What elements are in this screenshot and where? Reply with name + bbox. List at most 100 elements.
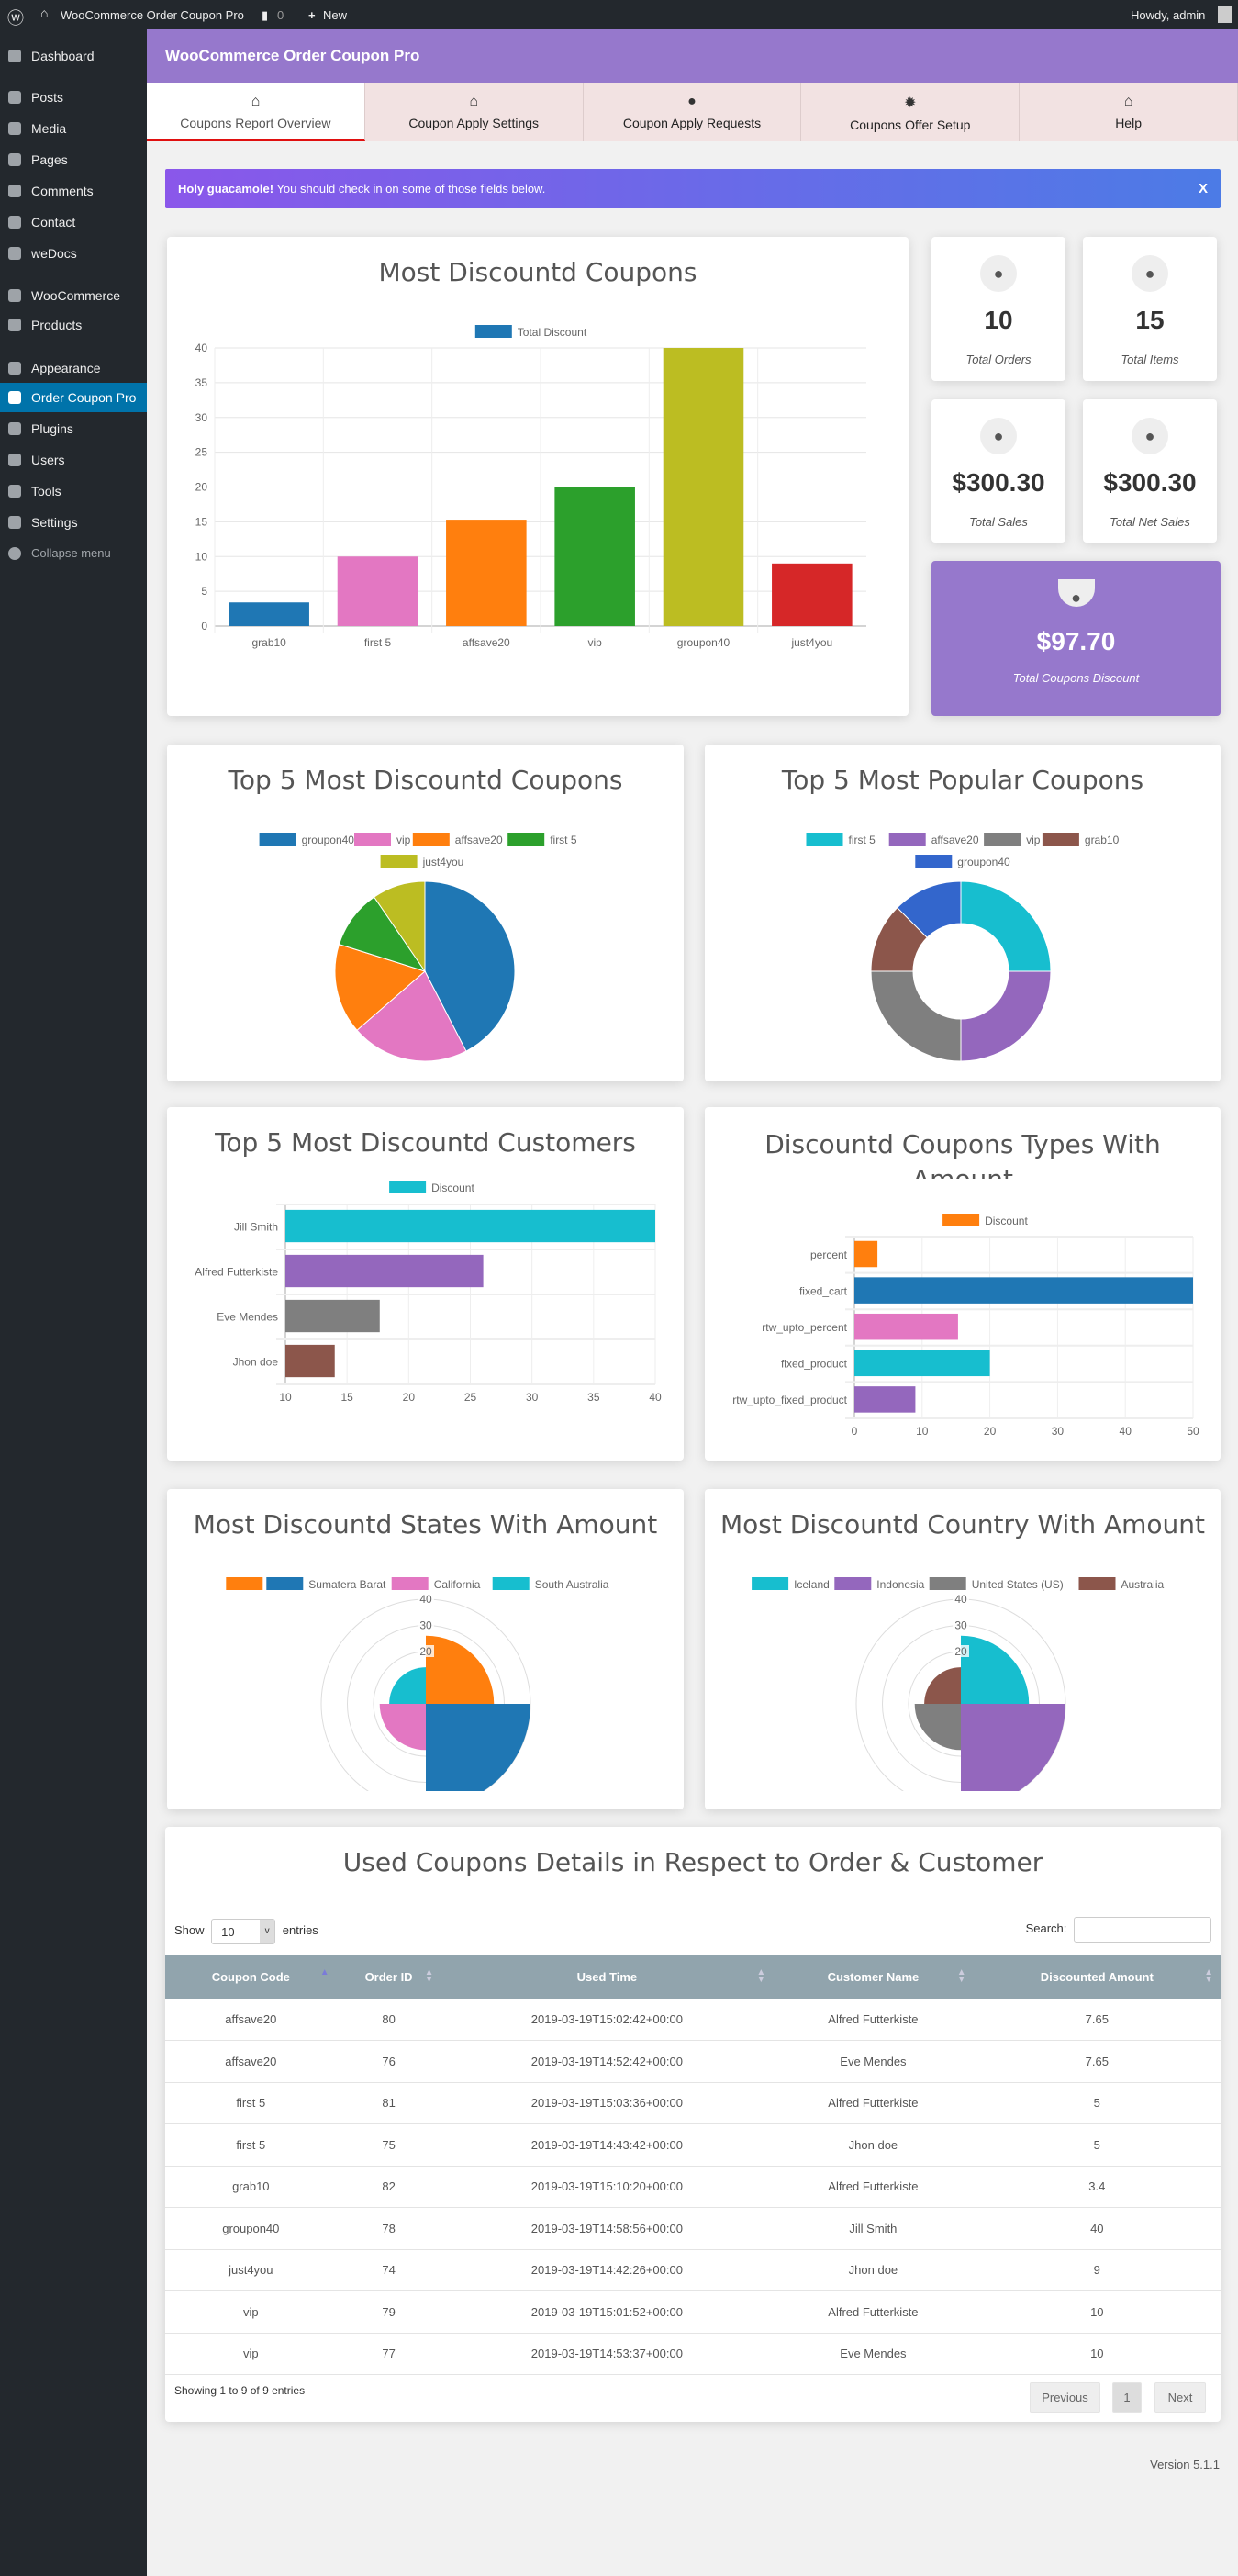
search-input[interactable]: [1074, 1917, 1211, 1943]
y-tick-label: Jhon doe: [233, 1356, 279, 1369]
y-tick-label: fixed_product: [781, 1358, 848, 1371]
sidebar-item-label: Plugins: [31, 421, 73, 436]
wordpress-logo-icon[interactable]: ⓦ: [7, 9, 24, 28]
settings-icon: [8, 516, 21, 529]
sort-icon: ▲ ▼: [956, 1967, 966, 1985]
table-cell: Eve Mendes: [773, 2333, 974, 2375]
x-tick-label: grab10: [251, 636, 286, 649]
sidebar-item-order-coupon-pro[interactable]: Order Coupon Pro: [0, 383, 147, 412]
column-header-order-id[interactable]: Order ID ▲ ▼: [336, 1955, 441, 1999]
entries-select[interactable]: 10 v: [211, 1919, 276, 1944]
table-cell: 2019-03-19T14:58:56+00:00: [441, 2207, 774, 2250]
column-header-customer-name[interactable]: Customer Name ▲ ▼: [773, 1955, 974, 1999]
column-header-used-time[interactable]: Used Time ▲ ▼: [441, 1955, 774, 1999]
column-label: Discounted Amount: [1040, 1970, 1154, 1984]
customers-bar-chart: Discount 10 15 20 25 30 35 40 Jill Smith Alfred F…: [195, 1181, 662, 1404]
table-row: vip 77 2019-03-19T14:53:37+00:00 Eve Mendes…: [165, 2333, 1221, 2375]
tab-label: Coupon Apply Settings: [408, 116, 540, 130]
card-title: Top 5 Most Popular Coupons: [781, 765, 1144, 795]
new-link[interactable]: New: [323, 8, 348, 22]
sidebar-item-pages[interactable]: Pages: [0, 145, 147, 174]
stat-total-net-sales: ● $300.30 Total Net Sales: [1083, 399, 1217, 543]
length-control: Show 10 v entries: [174, 1919, 318, 1944]
sidebar-item-woocommerce[interactable]: WooCommerce: [0, 281, 147, 310]
column-label: Order ID: [364, 1970, 413, 1984]
plus-icon: +: [308, 8, 316, 22]
sidebar-item-contact[interactable]: Contact: [0, 207, 147, 237]
sidebar-item-comments[interactable]: Comments: [0, 176, 147, 206]
legend-swatch: [915, 855, 953, 868]
sort-icon: ▲ ▼: [1204, 1967, 1213, 1985]
legend-swatch: [389, 1181, 427, 1193]
tools-icon: [8, 485, 21, 498]
x-tick-label: vip: [587, 636, 602, 649]
next-button[interactable]: Next: [1154, 2382, 1206, 2413]
sidebar-item-posts[interactable]: Posts: [0, 83, 147, 112]
table-cell: 77: [336, 2333, 441, 2375]
sidebar-item-wedocs[interactable]: weDocs: [0, 239, 147, 268]
tab-coupon-apply-requests[interactable]: ● Coupon Apply Requests: [584, 83, 802, 141]
bar-percent: [854, 1240, 878, 1268]
sidebar-item-settings[interactable]: Settings: [0, 508, 147, 537]
tick-backdrop: [953, 1645, 969, 1657]
tab-coupons-offer-setup[interactable]: ✹ Coupons Offer Setup: [801, 83, 1021, 141]
sidebar-item-plugins[interactable]: Plugins: [0, 414, 147, 443]
sidebar-item-appearance[interactable]: Appearance: [0, 353, 147, 383]
comments-icon[interactable]: ▮: [262, 8, 269, 22]
sidebar-item-dashboard[interactable]: Dashboard: [0, 41, 147, 71]
sidebar-item-tools[interactable]: Tools: [0, 476, 147, 506]
coupons-table: Coupon Code ▲ Order ID ▲ ▼ Used Time ▲ ▼ Custome…: [165, 1955, 1221, 2375]
wedocs-icon: [8, 247, 21, 260]
howdy-link[interactable]: Howdy, admin: [1131, 8, 1206, 22]
legend-label: first 5: [550, 834, 577, 846]
legend-label: just4you: [422, 856, 464, 868]
x-tick-label: 30: [1052, 1425, 1065, 1438]
legend-swatch: [806, 833, 843, 846]
stat-total-coupons-discount: ● $97.70 Total Coupons Discount: [931, 561, 1221, 716]
sidebar-item-media[interactable]: Media: [0, 114, 147, 143]
version-text: Version 5.1.1: [1150, 2458, 1220, 2471]
previous-button[interactable]: Previous: [1030, 2382, 1100, 2413]
stat-total-items: ● 15 Total Items: [1083, 237, 1217, 381]
comments-icon: [8, 185, 21, 197]
comments-count[interactable]: 0: [277, 8, 284, 22]
legend-label: first 5: [849, 834, 876, 846]
card-title: Most Discountd States With Amount: [193, 1509, 658, 1540]
tick-backdrop: [418, 1618, 434, 1631]
table-cell: Alfred Futterkiste: [773, 2290, 974, 2334]
table-cell: affsave20: [165, 2040, 337, 2083]
close-icon[interactable]: X: [1198, 181, 1208, 196]
avatar[interactable]: [1218, 6, 1232, 23]
entries-label: entries: [282, 1923, 318, 1938]
x-tick-label: 0: [852, 1425, 858, 1438]
table-cell: 5: [973, 2123, 1221, 2167]
y-tick-label: 5: [201, 585, 207, 598]
page-1-button[interactable]: 1: [1112, 2382, 1142, 2413]
y-tick-label: Eve Mendes: [217, 1311, 278, 1324]
legend-label: vip: [1026, 834, 1041, 846]
table-cell: first 5: [165, 2123, 337, 2167]
polar-area: [855, 1598, 1066, 1791]
legend-label: Australia: [1121, 1578, 1165, 1591]
sidebar-item-collapse-menu[interactable]: Collapse menu: [0, 539, 147, 568]
x-tick-label: 40: [649, 1391, 662, 1404]
sidebar-item-users[interactable]: Users: [0, 445, 147, 475]
column-header-coupon-code[interactable]: Coupon Code ▲: [165, 1955, 337, 1999]
most-discounted-coupons-card: Most Discountd Coupons Total Discount 0 5 1…: [167, 237, 909, 716]
sidebar-item-label: Settings: [31, 515, 78, 530]
sidebar-item-products[interactable]: Products: [0, 310, 147, 340]
legend-label: groupon40: [957, 856, 1010, 868]
y-tick-label: Jill Smith: [234, 1221, 278, 1234]
table-cell: 2019-03-19T14:53:37+00:00: [441, 2333, 774, 2375]
gear-icon: ✹: [904, 95, 917, 111]
table-cell: 2019-03-19T15:01:52+00:00: [441, 2290, 774, 2334]
tab-help[interactable]: ⌂ Help: [1020, 83, 1238, 141]
x-tick-label: 40: [1120, 1425, 1132, 1438]
column-label: Used Time: [576, 1970, 638, 1984]
tab-coupons-report-overview[interactable]: ⌂ Coupons Report Overview: [147, 83, 365, 141]
site-name-link[interactable]: WooCommerce Order Coupon Pro: [61, 8, 244, 22]
slice-affsave20: [334, 943, 427, 1031]
column-header-discounted-amount[interactable]: Discounted Amount ▲ ▼: [973, 1955, 1221, 1999]
tab-coupon-apply-settings[interactable]: ⌂ Coupon Apply Settings: [365, 83, 584, 141]
slice-affsave20: [960, 970, 1052, 1062]
